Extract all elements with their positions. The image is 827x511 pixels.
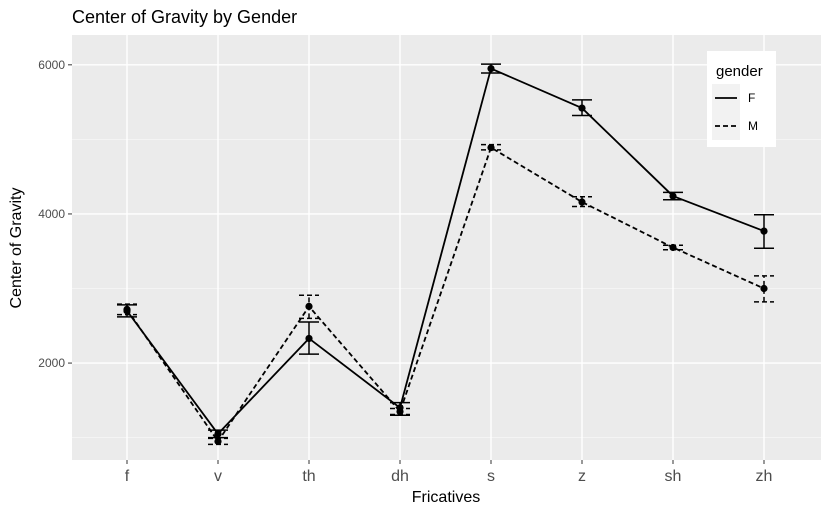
x-tick-label: zh xyxy=(756,468,773,485)
x-tick-label: th xyxy=(302,468,315,485)
legend-label-f: F xyxy=(748,91,755,105)
minor-gridlines xyxy=(72,138,821,439)
x-tick-label: v xyxy=(214,468,222,485)
point-f xyxy=(669,192,677,200)
y-tick-label: 4000 xyxy=(38,207,65,221)
point-m xyxy=(214,437,222,445)
series-line-m xyxy=(126,146,765,443)
legend: gender F M xyxy=(707,51,776,147)
x-tick-label: sh xyxy=(665,468,682,485)
x-axis-ticks: f v th dh s z sh zh xyxy=(125,460,773,485)
x-tick-label: f xyxy=(125,468,130,485)
legend-label-m: M xyxy=(748,119,758,133)
y-tick-label: 2000 xyxy=(38,356,65,370)
x-tick-label: s xyxy=(487,468,495,485)
x-tick-label: dh xyxy=(391,468,409,485)
series-layer xyxy=(117,63,774,446)
y-axis-title: Center of Gravity xyxy=(8,188,25,309)
x-tick-label: z xyxy=(578,468,586,485)
error-bar-m xyxy=(754,275,774,303)
point-m xyxy=(760,284,768,293)
y-axis-ticks: 2000 4000 6000 xyxy=(38,58,72,370)
plot-panel xyxy=(72,35,821,460)
point-f xyxy=(760,227,768,235)
y-tick-label: 6000 xyxy=(38,58,65,72)
point-m xyxy=(396,407,404,416)
point-m xyxy=(669,243,677,252)
legend-title: gender xyxy=(716,63,763,80)
point-f xyxy=(487,64,495,73)
point-f xyxy=(214,430,222,438)
point-m xyxy=(305,302,313,311)
point-m xyxy=(123,305,131,313)
point-f xyxy=(578,104,586,112)
point-m xyxy=(487,143,495,152)
chart-title: Center of Gravity by Gender xyxy=(72,7,297,27)
x-axis-title: Fricatives xyxy=(412,489,480,506)
point-m xyxy=(578,198,586,206)
point-f xyxy=(305,334,313,343)
